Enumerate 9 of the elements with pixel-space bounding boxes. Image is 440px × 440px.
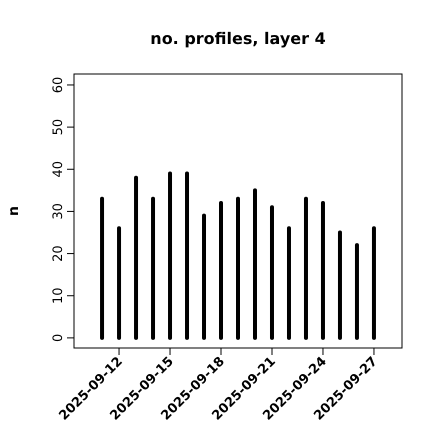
y-tick-label: 0 <box>51 334 66 342</box>
y-axis-title: n <box>6 206 22 216</box>
chart-title: no. profiles, layer 4 <box>150 29 326 48</box>
y-tick-label: 30 <box>51 203 66 220</box>
y-tick-label: 50 <box>51 118 66 136</box>
y-tick-label: 60 <box>51 76 66 94</box>
y-tick-label: 40 <box>51 160 66 178</box>
y-tick-label: 10 <box>51 287 66 304</box>
y-tick-label: 20 <box>51 245 66 262</box>
